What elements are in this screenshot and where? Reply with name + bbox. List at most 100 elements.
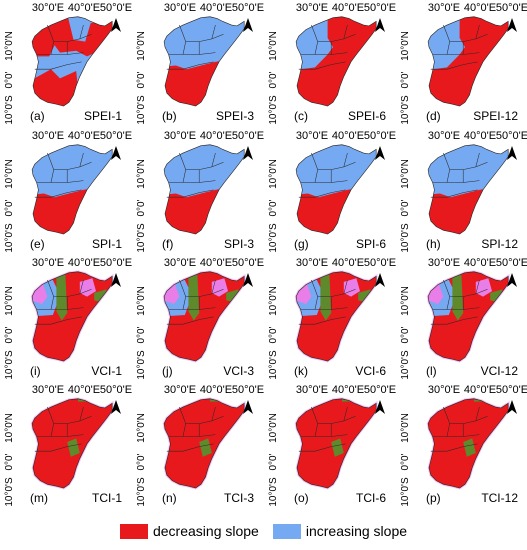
country-border xyxy=(343,152,348,167)
slope-fill xyxy=(296,144,377,235)
latitude-label: 0°0' xyxy=(136,326,147,343)
country-border xyxy=(432,307,480,310)
latitude-label: 0°0' xyxy=(400,453,411,470)
slope-fill xyxy=(164,144,245,235)
map-panel-spi-6: 30°0'E 40°0'E 50°0'E 10°0'N 0°0' 10°0'S (g) SPI… xyxy=(268,130,396,253)
latitude-label: 0°0' xyxy=(136,453,147,470)
country-border xyxy=(36,307,84,310)
latitude-label: 0°0' xyxy=(136,71,147,88)
panel-letter: (h) xyxy=(426,237,441,251)
country-border xyxy=(34,61,82,70)
region-map xyxy=(30,397,114,490)
country-border xyxy=(314,296,318,310)
region-map xyxy=(31,144,113,235)
latitude-label: 10°0'N xyxy=(4,31,15,61)
slope-area-transition xyxy=(463,438,476,457)
north-arrow-icon xyxy=(111,18,121,32)
country-border xyxy=(79,152,84,167)
country-border xyxy=(443,406,450,424)
north-arrow-icon xyxy=(507,273,517,287)
country-border xyxy=(300,52,348,55)
country-border xyxy=(179,279,186,297)
region-outline xyxy=(427,271,509,362)
slope-fill xyxy=(32,144,113,235)
region-outline xyxy=(31,144,113,235)
country-border xyxy=(53,161,92,170)
latitude-label: 10°0'N xyxy=(268,286,279,316)
latitude-label: 0°0' xyxy=(4,326,15,343)
country-border xyxy=(311,406,318,424)
latitude-label: 10°0'N xyxy=(136,413,147,443)
country-border xyxy=(36,434,84,437)
country-border xyxy=(50,296,54,310)
country-border xyxy=(53,415,92,424)
country-border xyxy=(430,443,478,452)
country-border xyxy=(185,288,224,297)
slope-area-transition xyxy=(358,289,371,303)
latitude-label: 10°0'N xyxy=(400,31,411,61)
panel-letter: (m) xyxy=(30,491,48,505)
longitude-label: 50°0'E xyxy=(232,384,264,396)
country-border xyxy=(182,296,186,310)
panel-index-label: SPEI-1 xyxy=(84,109,122,123)
country-border xyxy=(430,316,478,325)
region-map xyxy=(294,397,378,490)
slope-area-transition xyxy=(94,289,107,303)
region-outline xyxy=(295,271,377,362)
region-map xyxy=(294,270,378,363)
longitude-label: 50°0'E xyxy=(232,257,264,269)
north-arrow-icon xyxy=(111,400,121,414)
north-arrow-icon xyxy=(243,400,253,414)
panel-index-label: TCI-12 xyxy=(481,491,518,505)
region-outline xyxy=(31,271,113,362)
latitude-label: 10°0'N xyxy=(136,31,147,61)
latitude-label: 10°0'S xyxy=(268,223,279,253)
country-border xyxy=(446,296,450,310)
longitude-label: 40°0'E xyxy=(332,384,364,396)
region-outline xyxy=(163,144,245,235)
map-panel-spi-3: 30°0'E 40°0'E 50°0'E 10°0'N 0°0' 10°0'S (f) SPI… xyxy=(136,130,264,253)
longitude-label: 50°0'E xyxy=(100,384,132,396)
country-border xyxy=(211,24,216,39)
panel-letter: (p) xyxy=(426,491,441,505)
slope-area-decreasing xyxy=(296,16,377,107)
country-border xyxy=(211,406,216,421)
region-outline xyxy=(163,16,245,107)
country-border xyxy=(298,61,346,70)
region-outline xyxy=(31,16,113,107)
panel-index-label: VCI-1 xyxy=(91,364,122,378)
longitude-label: 40°0'E xyxy=(464,2,496,14)
panel-index-label: SPI-3 xyxy=(224,237,254,251)
country-border xyxy=(430,189,478,198)
panel-letter: (k) xyxy=(294,364,308,378)
legend-label-decreasing: decreasing slope xyxy=(152,523,259,539)
panel-letter: (c) xyxy=(294,109,308,123)
latitude-label: 0°0' xyxy=(400,71,411,88)
latitude-label: 10°0'S xyxy=(136,477,147,507)
country-border xyxy=(314,169,318,183)
country-border xyxy=(168,307,216,310)
longitude-label: 30°0'E xyxy=(32,384,64,396)
country-border xyxy=(79,279,84,294)
longitude-label: 30°0'E xyxy=(296,384,328,396)
latitude-label: 10°0'N xyxy=(400,159,411,189)
longitude-label: 30°0'E xyxy=(296,2,328,14)
panel-index-label: VCI-6 xyxy=(355,364,386,378)
longitude-label: 50°0'E xyxy=(100,257,132,269)
latitude-label: 10°0'S xyxy=(268,95,279,125)
region-map xyxy=(426,397,510,490)
region-map xyxy=(162,397,246,490)
map-panel-vci-3: 30°0'E 40°0'E 50°0'E 10°0'N 0°0' 10°0'S (j) VCI… xyxy=(136,257,264,380)
region-outline xyxy=(295,398,377,489)
slope-area-decreasing xyxy=(32,69,80,107)
latitude-label: 10°0'N xyxy=(268,31,279,61)
country-border xyxy=(47,406,54,424)
country-border xyxy=(446,423,450,437)
legend: decreasing slope increasing slope xyxy=(0,519,527,543)
slope-area-transition xyxy=(331,438,344,457)
country-border xyxy=(317,33,356,42)
longitude-label: 30°0'E xyxy=(32,130,64,142)
slope-fill xyxy=(428,16,509,107)
panel-letter: (i) xyxy=(30,364,41,378)
country-border xyxy=(166,316,214,325)
